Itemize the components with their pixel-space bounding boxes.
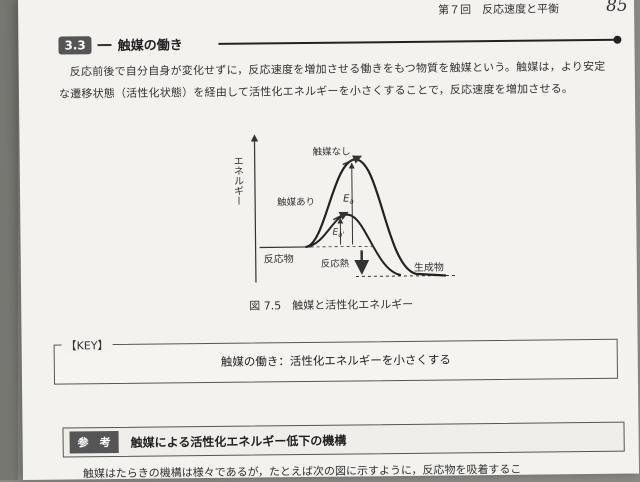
textbook-page: 第７回 反応速度と平衡 85 3.3 触媒の働き 反応前後で自分自身が変化せずに… <box>18 0 639 480</box>
section-heading: 3.3 触媒の働き <box>58 34 182 54</box>
key-box: 触媒の働き：活性化エネルギーを小さくする <box>54 339 618 385</box>
reference-title: 触媒による活性化エネルギー低下の機構 <box>131 431 347 450</box>
body-text: 反応前後で自分自身が変化せずに，反応速度を増加させる働きをもつ物質を触媒という。… <box>59 56 614 106</box>
y-axis <box>254 136 256 283</box>
section-rule <box>218 39 618 45</box>
bottom-text: 触媒はたらきの機構は様々であるが，たとえば次の図に示すように，反応物を吸着するこ <box>83 461 522 482</box>
reference-heading: 参 考 触媒による活性化エネルギー低下の機構 <box>62 422 624 458</box>
body-paragraph: 反応前後で自分自身が変化せずに，反応速度を増加させる働きをもつ物質を触媒という。… <box>59 56 614 106</box>
energy-diagram: エネルギー Ea Ea' 触媒なし 触媒あり 反応物 反応熱 生成物 <box>214 125 476 298</box>
reference-badge: 参 考 <box>70 431 119 454</box>
label-no-catalyst-1: 触媒なし <box>313 146 351 158</box>
page-number: 85 <box>606 0 628 16</box>
label-reactant: 反応物 <box>264 252 294 265</box>
label-with-catalyst: 触媒あり <box>277 196 315 208</box>
svg-text:エネルギー: エネルギー <box>231 156 244 206</box>
page-gutter <box>0 0 18 480</box>
ea-prime-label: Ea' <box>332 228 344 239</box>
key-text: 触媒の働き：活性化エネルギーを小さくする <box>55 350 617 372</box>
label-heat: 反応熱 <box>321 258 350 270</box>
y-axis-label-vertical: エネルギー <box>231 156 244 206</box>
key-label: 【KEY】 <box>62 337 113 354</box>
figure-caption: 図 7.5 触媒と活性化エネルギー <box>249 296 413 314</box>
running-header: 第７回 反応速度と平衡 <box>438 0 559 17</box>
section-dash <box>98 44 112 46</box>
section-title: 触媒の働き <box>118 34 183 54</box>
section-number: 3.3 <box>58 36 91 54</box>
label-product: 生成物 <box>414 261 444 274</box>
reactant-level <box>260 247 311 248</box>
reactant-dashed-extension <box>311 246 376 247</box>
